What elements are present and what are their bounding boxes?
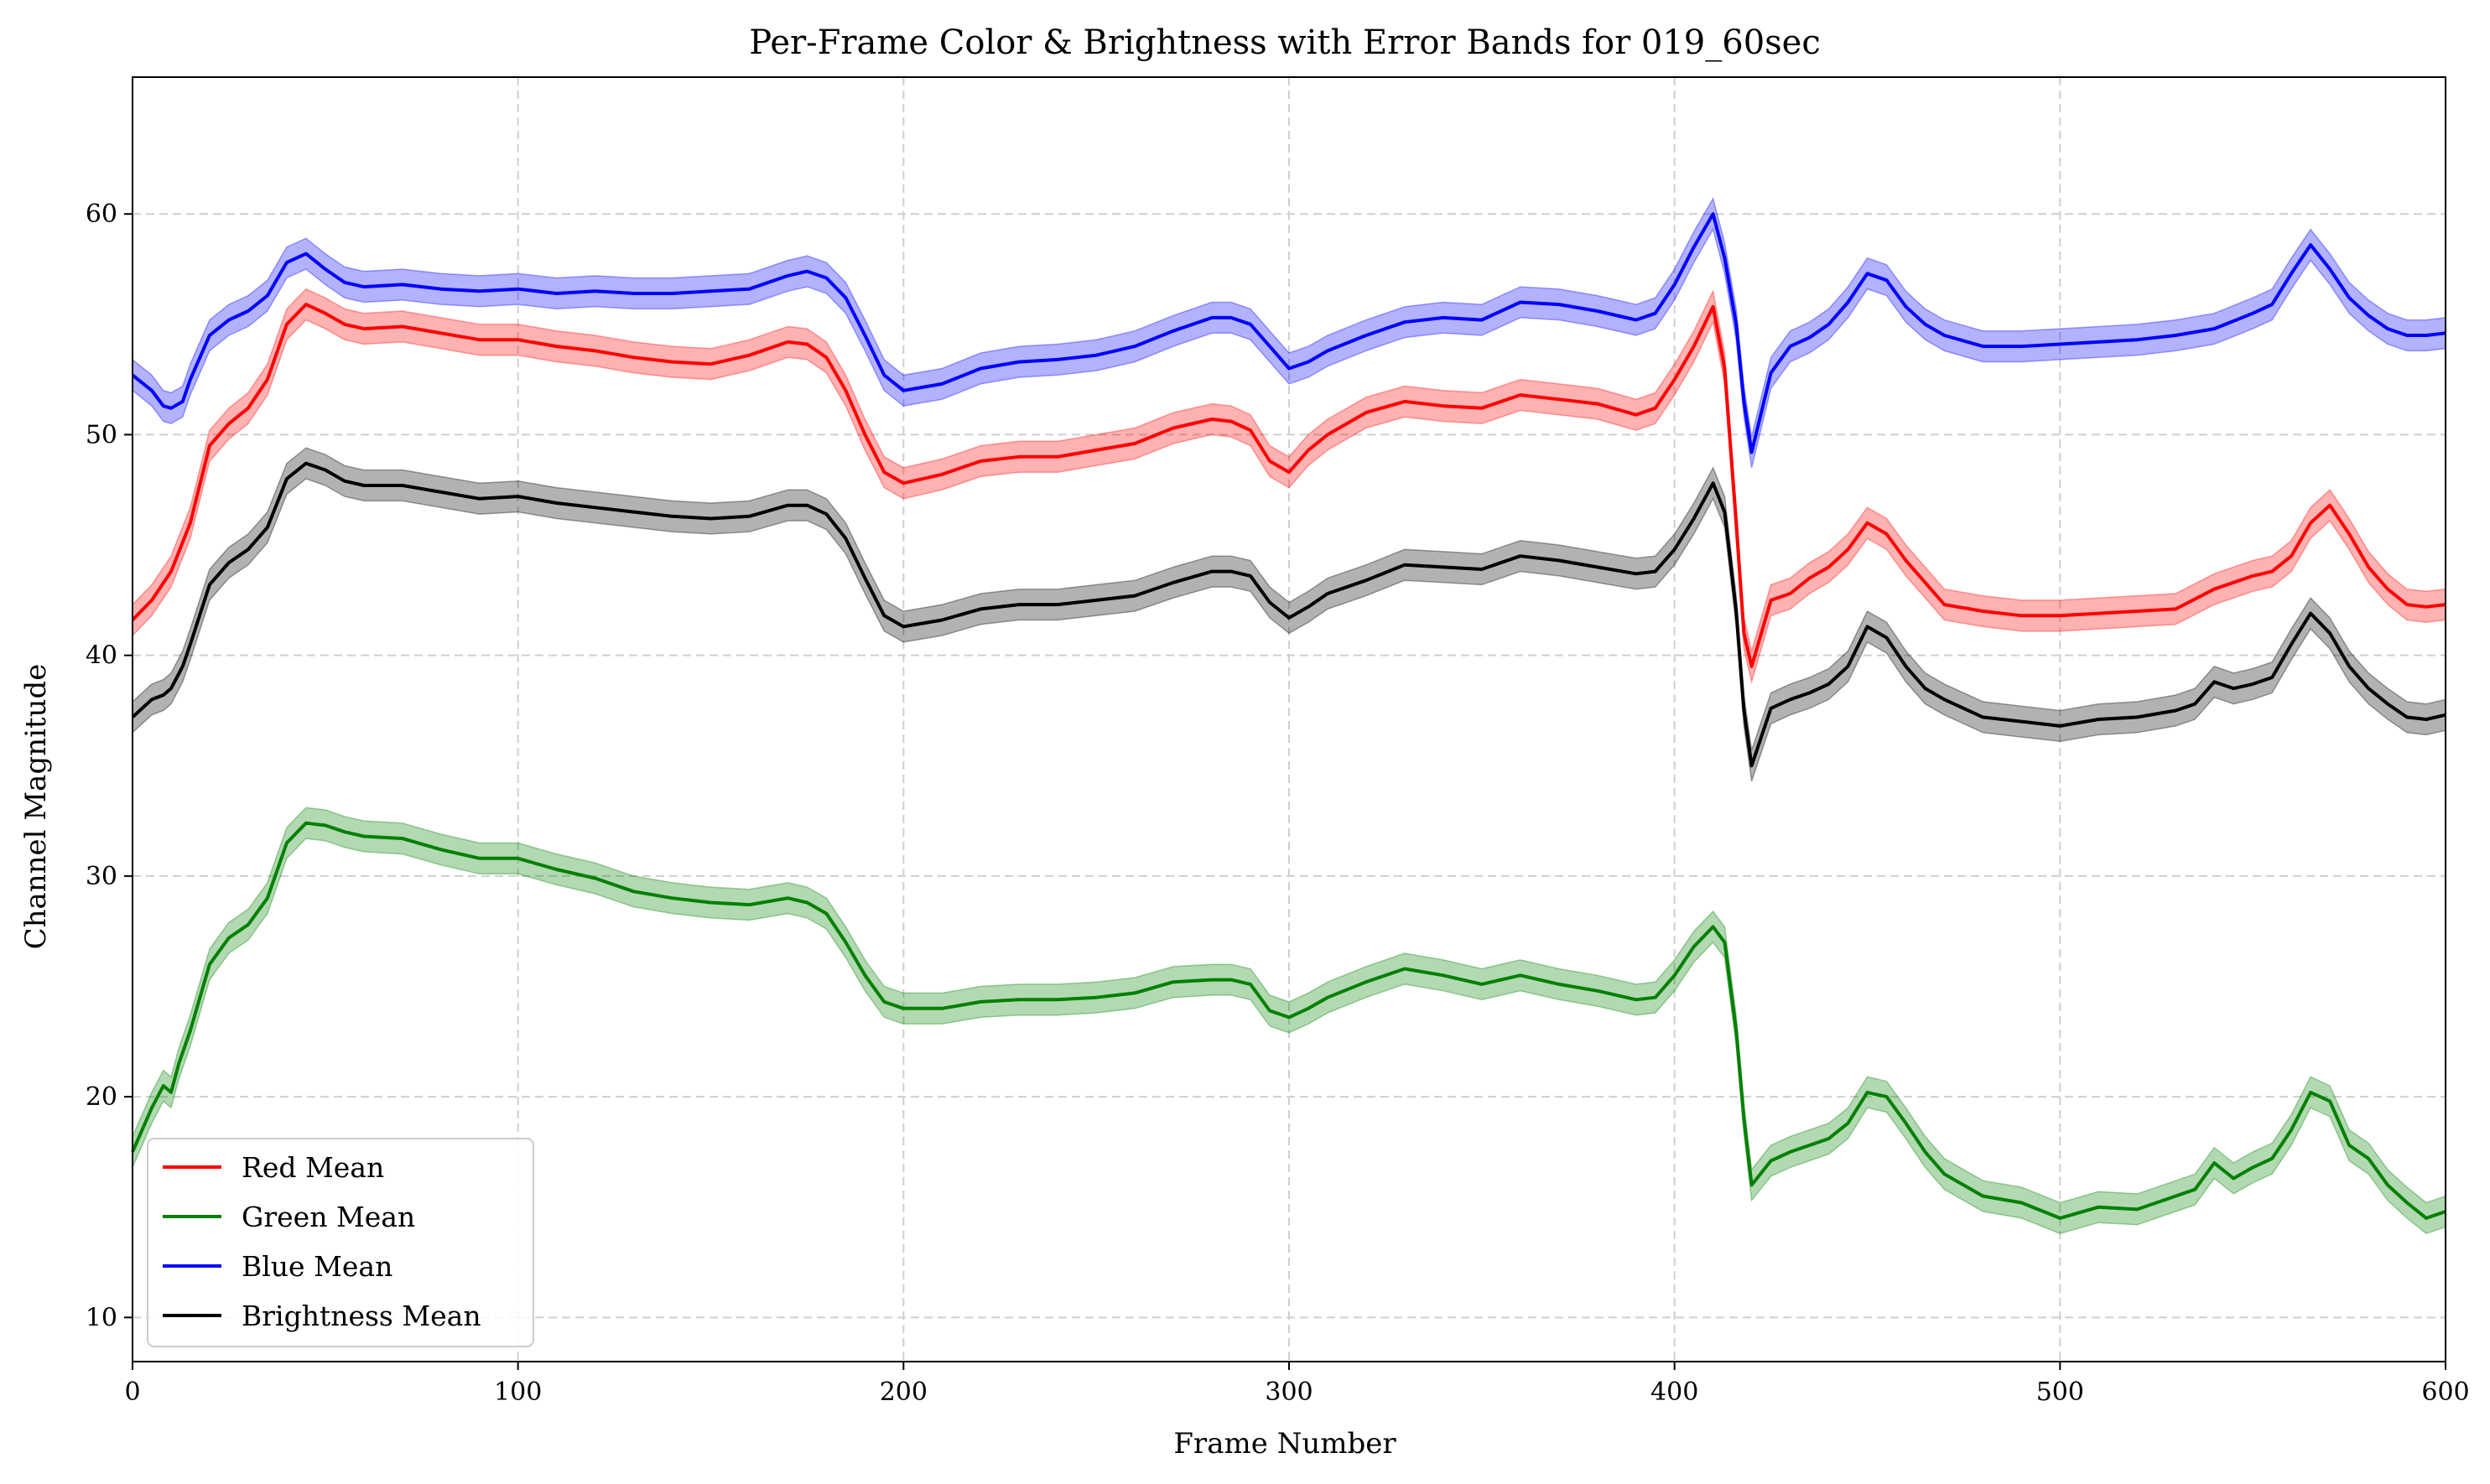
y-tick-label: 60	[86, 200, 117, 229]
axis-ticks: 0 100 200 300 400 500 600 10 20 30 40 50 60	[86, 200, 2470, 1407]
y-axis-label: Channel Magnitude	[19, 664, 53, 950]
x-tick-label: 200	[880, 1378, 928, 1407]
y-tick-label: 30	[86, 862, 117, 891]
legend-label: Blue Mean	[242, 1250, 392, 1283]
x-axis-label: Frame Number	[1173, 1427, 1396, 1461]
series-line	[131, 212, 2446, 454]
legend: Red Mean Green Mean Blue Mean Brightness Me…	[147, 1138, 534, 1347]
series-line	[131, 821, 2446, 1220]
series-line	[131, 461, 2446, 768]
legend-label: Brightness Mean	[242, 1300, 481, 1332]
x-tick-label: 600	[2421, 1378, 2469, 1407]
x-tick-label: 500	[2036, 1378, 2084, 1407]
y-tick-label: 50	[86, 420, 117, 449]
y-tick-label: 10	[86, 1303, 117, 1332]
x-tick-label: 400	[1650, 1378, 1698, 1407]
series-lines	[131, 212, 2446, 1220]
legend-label: Green Mean	[242, 1201, 415, 1233]
grid-lines	[132, 77, 2446, 1362]
chart-title: Per-Frame Color & Brightness with Error …	[749, 23, 1821, 62]
x-tick-label: 100	[494, 1378, 542, 1407]
legend-box	[147, 1138, 534, 1347]
series-line	[131, 303, 2446, 668]
y-tick-label: 20	[86, 1082, 117, 1112]
error-bands	[132, 196, 2446, 1235]
x-tick-label: 300	[1265, 1378, 1313, 1407]
x-tick-label: 0	[124, 1378, 140, 1407]
legend-label: Red Mean	[242, 1151, 384, 1184]
y-tick-label: 40	[86, 641, 117, 671]
